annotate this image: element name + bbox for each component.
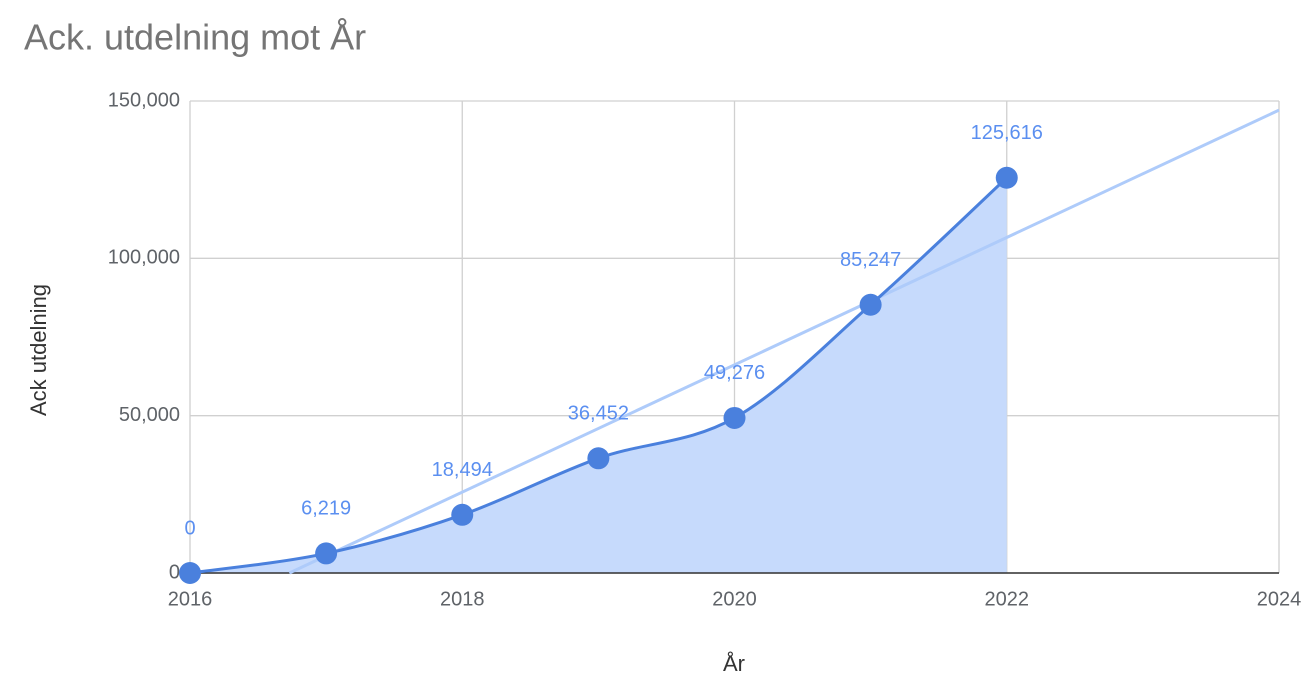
point [995,166,1018,189]
y-axis-label: Ack utdelning [26,284,51,416]
point [315,542,338,565]
area [190,177,1007,573]
x-tick-label: 2024 [1257,588,1302,610]
y-tick-label: 0 [169,561,180,583]
y-tick-label: 150,000 [108,89,180,111]
point [451,503,474,526]
x-tick-label: 2020 [712,588,757,610]
point [859,293,882,316]
y-tick-label: 100,000 [108,247,180,269]
trendline [288,108,1280,575]
data-label: 0 [184,517,195,539]
x-axis-label: År [723,651,745,676]
x-tick-label: 2018 [440,588,485,610]
point [587,447,610,470]
y-tick-label: 50,000 [119,404,180,426]
data-label: 18,494 [432,459,493,481]
x-tick-label: 2016 [168,588,213,610]
data-label: 125,616 [971,122,1043,144]
data-label: 36,452 [568,403,629,425]
chart-title: Ack. utdelning mot År [24,17,366,58]
x-tick-label: 2022 [985,588,1030,610]
point [179,562,201,584]
data-label: 85,247 [840,249,901,271]
data-label: 49,276 [704,362,765,384]
point [723,406,746,429]
data-label: 6,219 [301,498,351,520]
